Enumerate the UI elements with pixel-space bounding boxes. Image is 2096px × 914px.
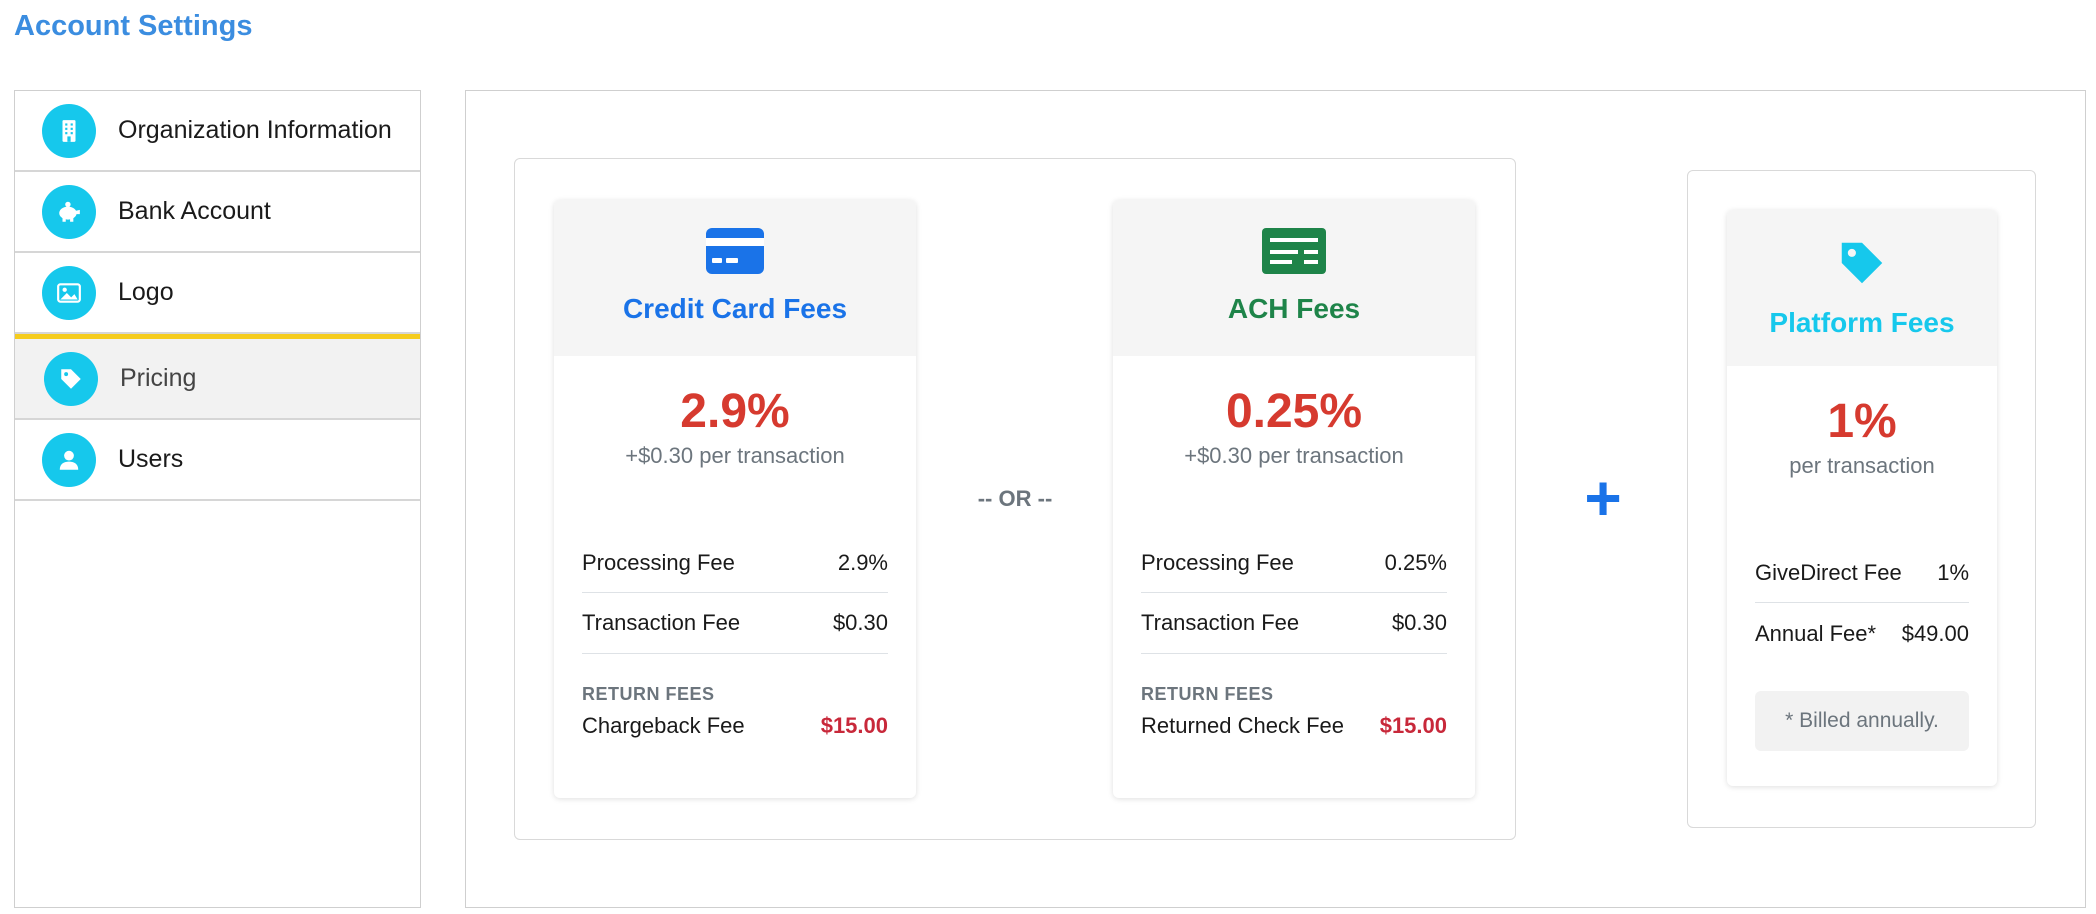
fee-row: Annual Fee* $49.00 (1755, 603, 1969, 664)
fee-value: 2.9% (837, 549, 888, 575)
rate-subtext: +$0.30 per transaction (1184, 443, 1404, 468)
fee-label: Transaction Fee (1141, 610, 1300, 635)
card-header: Platform Fees (1727, 210, 1997, 366)
card-title: Credit Card Fees (622, 293, 848, 324)
rate-subtext: per transaction (1789, 453, 1935, 478)
billing-note: * Billed annually. (1755, 691, 1969, 751)
sidebar-item-label: Logo (118, 278, 174, 306)
fee-value: $49.00 (1901, 620, 1969, 646)
settings-sidebar: Organization Information Bank Account Lo… (14, 90, 421, 908)
rate-subtext: +$0.30 per transaction (625, 443, 845, 468)
sidebar-item-organization-information[interactable]: Organization Information (15, 91, 420, 172)
fee-value: $0.30 (832, 610, 888, 635)
fee-label: Chargeback Fee (582, 713, 745, 738)
fee-value: 0.25% (1384, 549, 1447, 575)
fee-value: $0.30 (1391, 610, 1447, 635)
credit-card-fees-card: Credit Card Fees 2.9% +$0.30 per transac… (554, 200, 916, 798)
sidebar-item-logo[interactable]: Logo (15, 253, 420, 334)
rate-value: 1% (1827, 395, 1897, 448)
page-title: Account Settings (14, 10, 253, 42)
return-fees-label: RETURN FEES (1141, 684, 1274, 704)
return-fees-label: RETURN FEES (582, 684, 715, 704)
sidebar-item-pricing[interactable]: Pricing (15, 334, 420, 420)
sidebar-item-users[interactable]: Users (15, 420, 420, 501)
or-divider: -- OR -- (977, 486, 1053, 511)
card-title: ACH Fees (1227, 293, 1361, 324)
fee-label: Returned Check Fee (1141, 713, 1344, 738)
fee-label: Processing Fee (1141, 549, 1294, 575)
sidebar-item-label: Organization Information (118, 116, 392, 144)
credit-card-icon (706, 228, 764, 279)
building-icon (42, 103, 96, 158)
platform-fees-card: Platform Fees 1% per transaction GiveDir… (1727, 210, 1997, 786)
fee-label: Transaction Fee (582, 610, 741, 635)
fee-label: Annual Fee* (1755, 620, 1877, 646)
fee-value: 1% (1937, 559, 1969, 585)
image-icon (42, 265, 96, 320)
rate-value: 2.9% (680, 385, 790, 438)
fee-row: Returned Check Fee $15.00 (1141, 705, 1447, 747)
tag-icon (1835, 236, 1889, 295)
card-header: ACH Fees (1113, 200, 1475, 356)
plus-icon: + (1584, 462, 1622, 534)
sidebar-item-label: Users (118, 445, 184, 473)
fee-label: GiveDirect Fee (1755, 559, 1902, 585)
card-title: Platform Fees (1769, 307, 1955, 338)
sidebar-item-label: Bank Account (118, 197, 271, 225)
fee-row: Processing Fee 2.9% (582, 533, 888, 593)
fee-row: GiveDirect Fee 1% (1755, 543, 1969, 603)
fee-value: $15.00 (1379, 713, 1447, 738)
fee-row: Transaction Fee $0.30 (1141, 593, 1447, 654)
fee-label: Processing Fee (582, 549, 735, 575)
check-money-icon (1262, 228, 1326, 279)
sidebar-item-label: Pricing (120, 364, 197, 392)
user-icon (42, 432, 96, 487)
piggy-bank-icon (42, 184, 96, 239)
card-header: Credit Card Fees (554, 200, 916, 356)
fee-value: $15.00 (820, 713, 888, 738)
fee-row: Transaction Fee $0.30 (582, 593, 888, 654)
fee-row: Chargeback Fee $15.00 (582, 705, 888, 747)
tag-icon (44, 351, 98, 406)
sidebar-item-bank-account[interactable]: Bank Account (15, 172, 420, 253)
fee-row: Processing Fee 0.25% (1141, 533, 1447, 593)
ach-fees-card: ACH Fees 0.25% +$0.30 per transaction Pr… (1113, 200, 1475, 798)
rate-value: 0.25% (1225, 385, 1363, 438)
